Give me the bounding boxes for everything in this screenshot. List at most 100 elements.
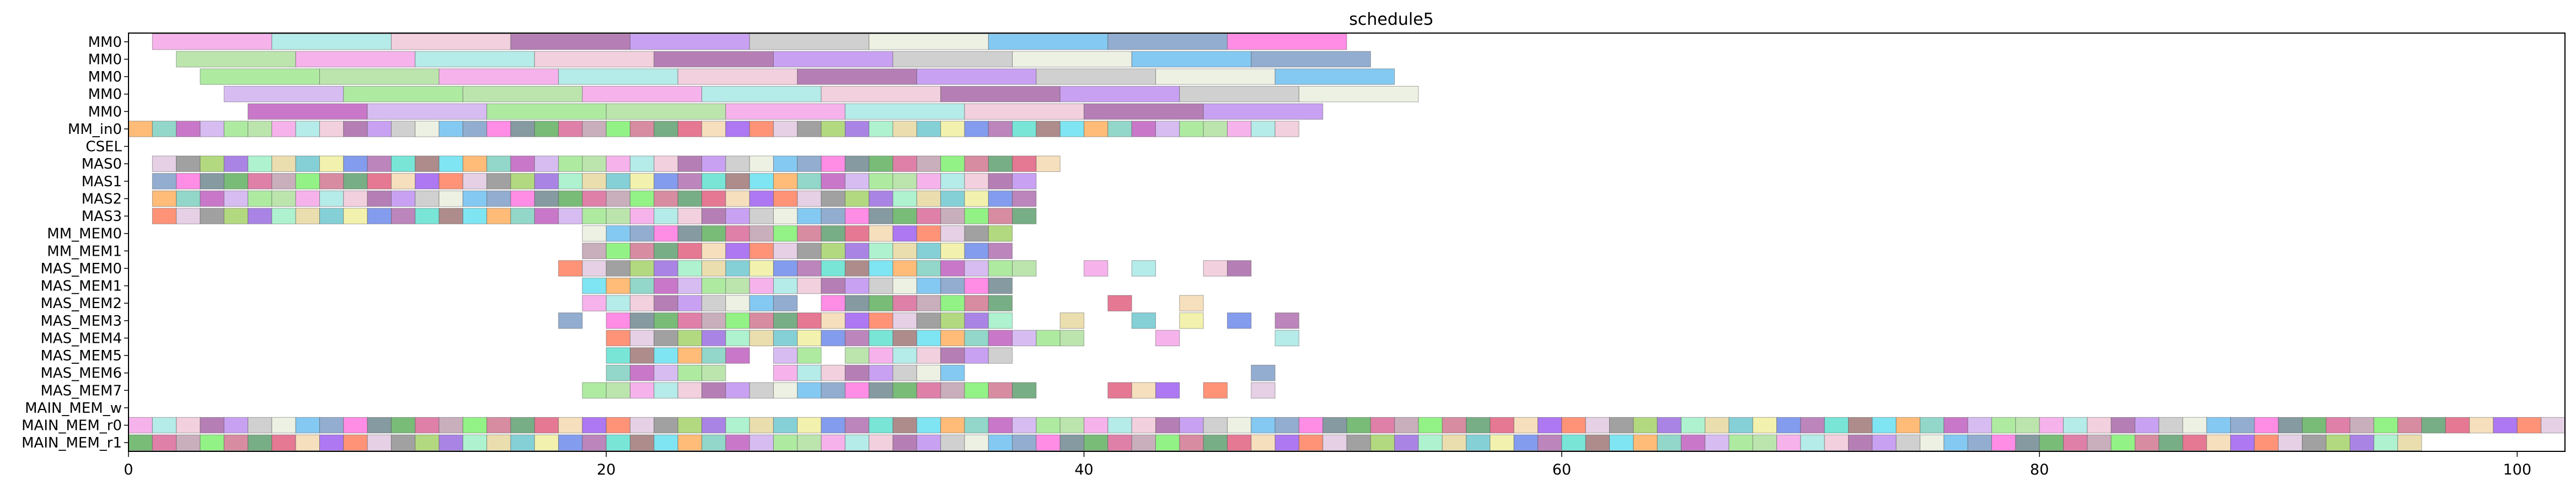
schedule-bar (940, 364, 965, 381)
y-tick-label: MM0 (88, 34, 122, 51)
schedule-bar (271, 190, 296, 207)
schedule-bar (343, 417, 368, 434)
schedule-bar (415, 190, 440, 207)
schedule-bar (319, 434, 344, 451)
schedule-bar (1107, 417, 1132, 434)
schedule-bar (940, 347, 965, 364)
schedule-bar (510, 434, 535, 451)
y-tick-label: MAS_MEM3 (40, 313, 122, 330)
schedule-bar (200, 208, 224, 224)
schedule-bar (1179, 312, 1204, 329)
schedule-bar (1274, 68, 1395, 85)
schedule-bar (248, 103, 368, 120)
schedule-bar (271, 34, 392, 50)
schedule-bar (869, 277, 893, 294)
schedule-bar (749, 312, 774, 329)
schedule-bar (319, 121, 344, 137)
schedule-bar (916, 277, 941, 294)
schedule-bar (964, 382, 989, 399)
schedule-bar (1036, 434, 1061, 451)
schedule-bar (844, 121, 870, 137)
schedule-bar (869, 173, 893, 190)
schedule-bar (916, 225, 941, 242)
schedule-bar (606, 347, 631, 364)
schedule-bar (869, 121, 893, 137)
schedule-bar (486, 173, 511, 190)
schedule-bar (725, 417, 750, 434)
schedule-bar (176, 208, 201, 224)
schedule-bar (200, 434, 224, 451)
schedule-bar (701, 295, 726, 311)
schedule-bar (773, 242, 798, 260)
schedule-bar (1155, 121, 1180, 137)
schedule-bar (1561, 417, 1586, 434)
schedule-bar (2015, 434, 2040, 451)
schedule-bar (1155, 68, 1276, 85)
schedule-bar (701, 190, 726, 207)
schedule-bar (1824, 434, 1849, 451)
schedule-bar (749, 260, 774, 277)
schedule-bar (630, 121, 655, 137)
schedule-bar (844, 277, 870, 294)
schedule-bar (2134, 417, 2160, 434)
schedule-bar (844, 312, 870, 329)
schedule-bar (1203, 417, 1228, 434)
schedule-bar (248, 417, 272, 434)
schedule-bar (438, 190, 463, 207)
schedule-bar (438, 68, 559, 85)
schedule-bar (1155, 434, 1180, 451)
schedule-bar (319, 190, 344, 207)
schedule-bar (1322, 434, 1347, 451)
schedule-bar (1609, 434, 1634, 451)
schedule-bar (964, 277, 989, 294)
schedule-bar (295, 417, 320, 434)
schedule-bar (606, 417, 631, 434)
schedule-bar (988, 277, 1013, 294)
schedule-bar (701, 312, 726, 329)
schedule-bar (1298, 434, 1324, 451)
y-tick-label: MAS_MEM0 (40, 261, 122, 277)
schedule-bar (248, 434, 272, 451)
schedule-bar (438, 155, 463, 172)
schedule-bar (797, 173, 822, 190)
schedule-bar (582, 295, 607, 311)
schedule-bar (964, 347, 989, 364)
schedule-bar (510, 417, 535, 434)
schedule-bar (630, 434, 655, 451)
schedule-bar (438, 417, 463, 434)
schedule-bar (1920, 434, 1945, 451)
schedule-bar (725, 277, 750, 294)
schedule-bar (844, 330, 870, 347)
schedule-bar (343, 190, 368, 207)
schedule-bar (606, 103, 726, 120)
x-tick-label: 80 (2030, 461, 2049, 478)
schedule-bar (797, 312, 822, 329)
schedule-bar (940, 85, 1061, 103)
schedule-bar (701, 155, 726, 172)
schedule-bar (319, 155, 344, 172)
schedule-bar (869, 242, 893, 260)
schedule-bar (677, 364, 703, 381)
schedule-bar (677, 417, 703, 434)
schedule-bar (1179, 295, 1204, 311)
schedule-bar (1895, 417, 1921, 434)
schedule-bar (152, 434, 177, 451)
schedule-bar (654, 173, 678, 190)
schedule-bar (223, 208, 249, 224)
schedule-bar (1538, 434, 1562, 451)
schedule-bar (2039, 417, 2064, 434)
schedule-bar (892, 190, 917, 207)
schedule-bar (630, 260, 655, 277)
schedule-bar (749, 190, 774, 207)
schedule-bar (2349, 434, 2374, 451)
schedule-bar (630, 190, 655, 207)
schedule-bar (821, 208, 845, 224)
schedule-bar (964, 417, 989, 434)
schedule-bar (630, 208, 655, 224)
schedule-bar (821, 330, 845, 347)
schedule-bar (892, 347, 917, 364)
schedule-bar (1084, 121, 1108, 137)
schedule-bar (869, 208, 893, 224)
schedule-bar (1227, 417, 1252, 434)
schedule-bar (606, 434, 631, 451)
